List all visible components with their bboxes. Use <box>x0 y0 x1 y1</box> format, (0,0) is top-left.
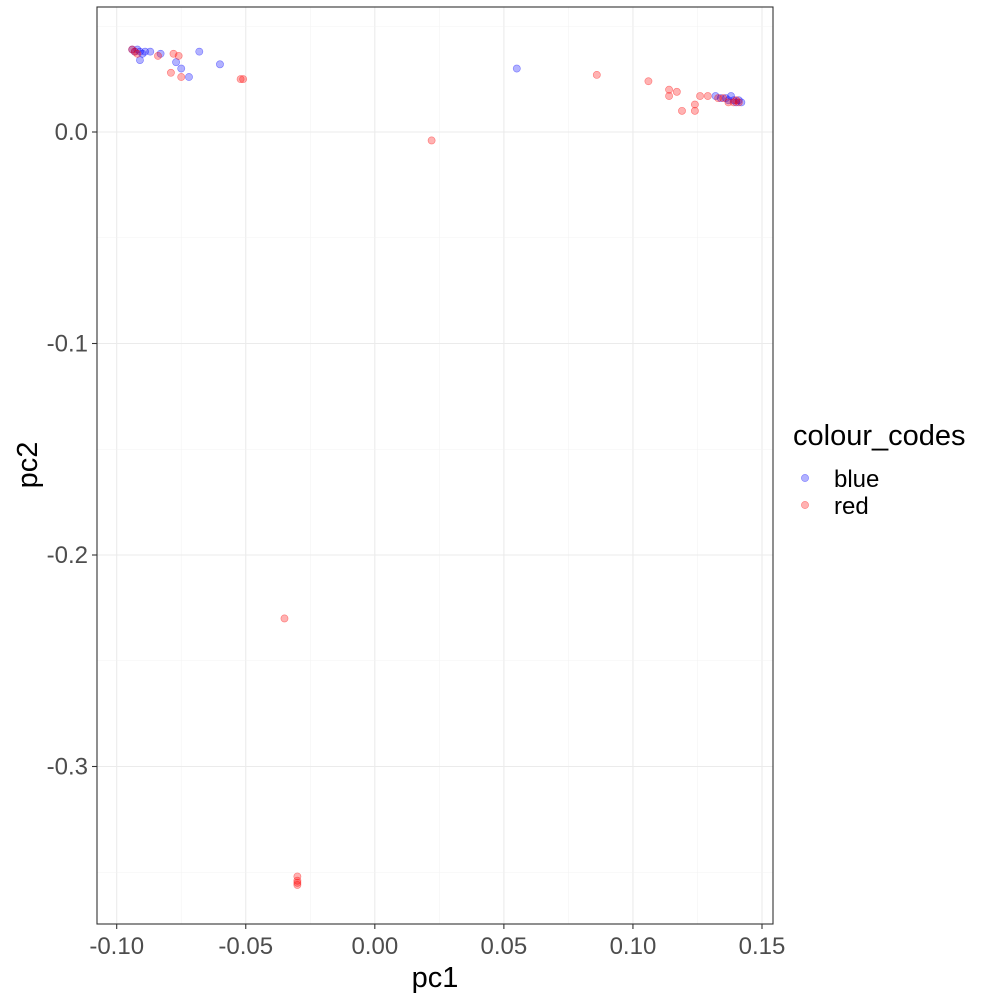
point-red <box>696 92 704 100</box>
point-blue <box>156 49 165 58</box>
point-red <box>592 70 601 79</box>
y-axis-title: pc2 <box>12 442 44 489</box>
point-red <box>678 106 686 115</box>
point-blue <box>136 47 144 56</box>
legend-key-red <box>801 501 809 509</box>
point-red <box>130 47 139 56</box>
point-red <box>293 876 302 885</box>
legend-key-blue <box>801 474 809 482</box>
point-red <box>719 94 728 103</box>
point-red <box>169 49 178 58</box>
point-red <box>703 92 712 100</box>
x-tick-label: 0.05 <box>481 933 528 960</box>
point-blue <box>141 47 149 56</box>
point-red <box>729 98 738 107</box>
x-tick-label: 0.10 <box>610 933 657 960</box>
axis-ticks: -0.10 -0.05 0.00 0.05 0.10 0.15 0.0 -0.1 -0.2 -0.… <box>47 119 786 960</box>
point-blue <box>737 98 746 107</box>
point-blue <box>711 92 720 100</box>
legend-label-blue: blue <box>834 466 879 493</box>
point-blue <box>128 45 137 54</box>
point-red <box>672 87 681 96</box>
point-blue <box>133 45 142 54</box>
point-red <box>724 98 733 107</box>
legend-title: colour_codes <box>793 420 966 452</box>
point-red <box>690 100 699 109</box>
y-tick-label: -0.3 <box>47 754 88 781</box>
point-blue <box>172 58 180 67</box>
point-red <box>644 77 653 86</box>
point-blue <box>729 96 738 105</box>
point-red <box>174 51 183 60</box>
x-tick-label: -0.10 <box>89 933 144 960</box>
legend-label-red: red <box>834 493 869 520</box>
y-tick-label: -0.1 <box>47 331 88 358</box>
grid-lines <box>97 7 773 924</box>
y-tick-label: -0.2 <box>47 542 88 569</box>
point-red <box>734 98 743 107</box>
point-blue <box>727 92 735 100</box>
point-red <box>714 94 723 103</box>
point-blue <box>732 98 741 107</box>
point-red <box>280 614 289 623</box>
point-blue <box>716 94 725 103</box>
point-red <box>154 51 162 60</box>
x-tick-label: 0.15 <box>739 933 786 960</box>
point-red <box>690 106 699 115</box>
point-red <box>665 85 673 94</box>
point-blue <box>130 47 139 56</box>
y-tick-label: 0.0 <box>55 119 88 146</box>
point-red <box>293 872 302 881</box>
point-red <box>177 73 186 81</box>
data-points <box>128 45 746 889</box>
point-red <box>293 878 302 887</box>
point-red <box>427 136 436 145</box>
point-red <box>236 75 245 84</box>
point-red <box>732 96 741 105</box>
point-blue <box>724 96 733 105</box>
x-tick-label: 0.00 <box>351 933 398 960</box>
point-red <box>665 92 673 100</box>
x-axis-title: pc1 <box>412 962 459 994</box>
point-blue <box>185 73 193 81</box>
point-blue <box>216 60 224 69</box>
point-red <box>133 49 142 58</box>
point-blue <box>136 56 144 64</box>
point-red <box>239 75 248 84</box>
point-red <box>128 45 137 54</box>
point-blue <box>734 96 743 105</box>
point-blue <box>512 64 521 73</box>
point-blue <box>146 47 155 56</box>
point-blue <box>177 64 186 73</box>
legend: colour_codes blue red <box>793 420 966 520</box>
point-blue <box>195 47 204 56</box>
x-tick-label: -0.05 <box>218 933 273 960</box>
plot-panel <box>97 7 773 924</box>
point-red <box>293 881 302 889</box>
point-blue <box>138 49 147 58</box>
plot-border <box>96 6 774 925</box>
point-blue <box>721 94 730 103</box>
point-red <box>167 68 175 77</box>
